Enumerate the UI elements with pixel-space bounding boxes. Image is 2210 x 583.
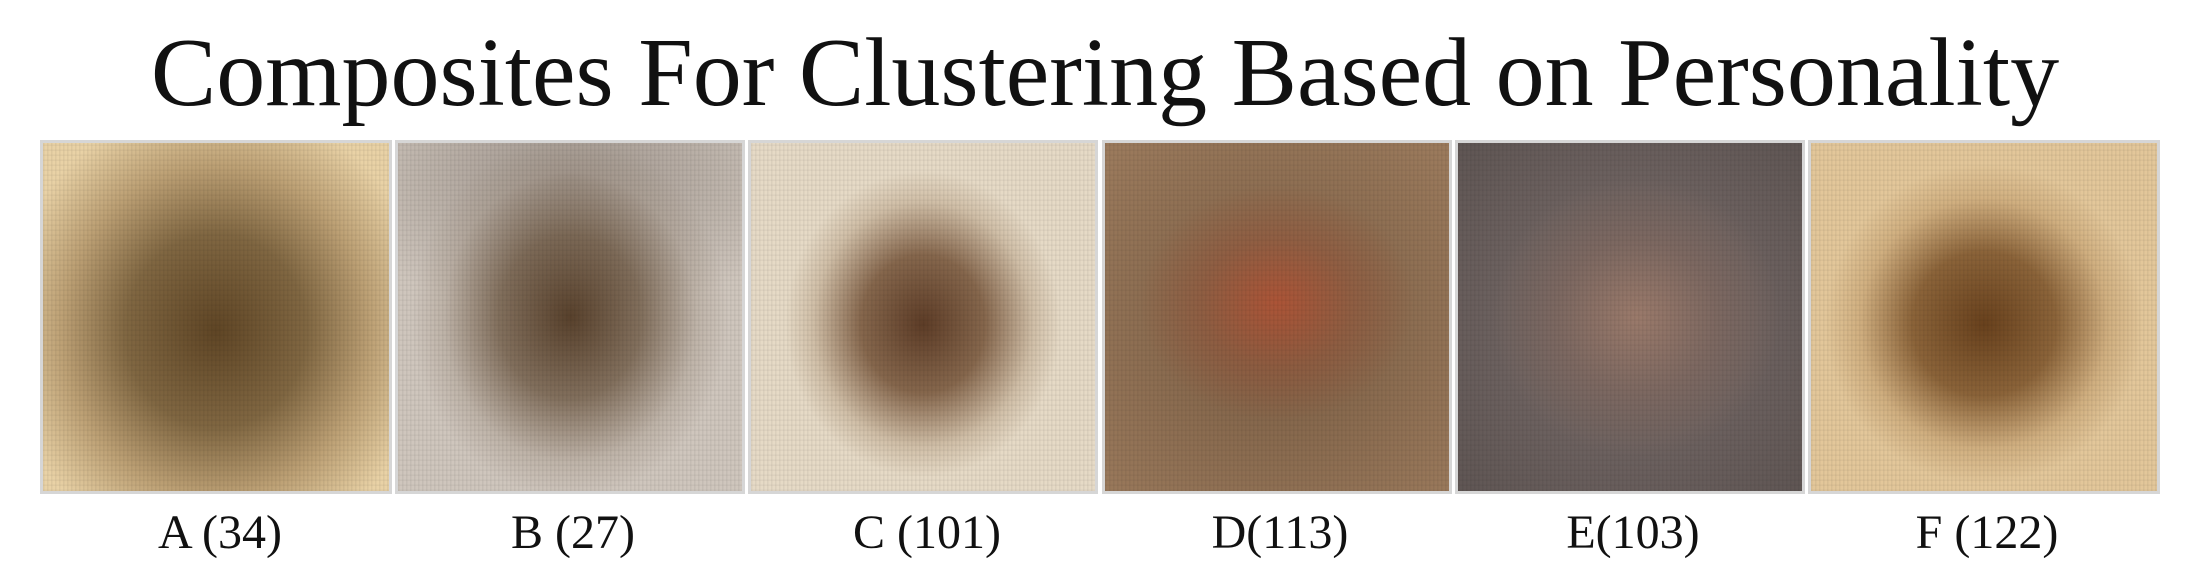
composite-image-e	[1455, 140, 1805, 494]
composite-image-a	[40, 140, 392, 494]
figure-title: Composites For Clustering Based on Perso…	[150, 19, 2060, 127]
cluster-label-a: A (34)	[158, 506, 282, 559]
cluster-label-f: F (122)	[1915, 506, 2059, 559]
composite-panels	[40, 140, 2176, 494]
cluster-label-b: B (27)	[511, 506, 635, 559]
cluster-label-c: C (101)	[853, 506, 1001, 559]
composite-image-d	[1102, 140, 1452, 494]
cluster-label-e: E(103)	[1566, 506, 1700, 559]
cluster-label-d: D(113)	[1211, 506, 1349, 559]
composite-image-b	[395, 140, 745, 494]
composite-image-f	[1808, 140, 2160, 494]
composite-image-c	[748, 140, 1098, 494]
